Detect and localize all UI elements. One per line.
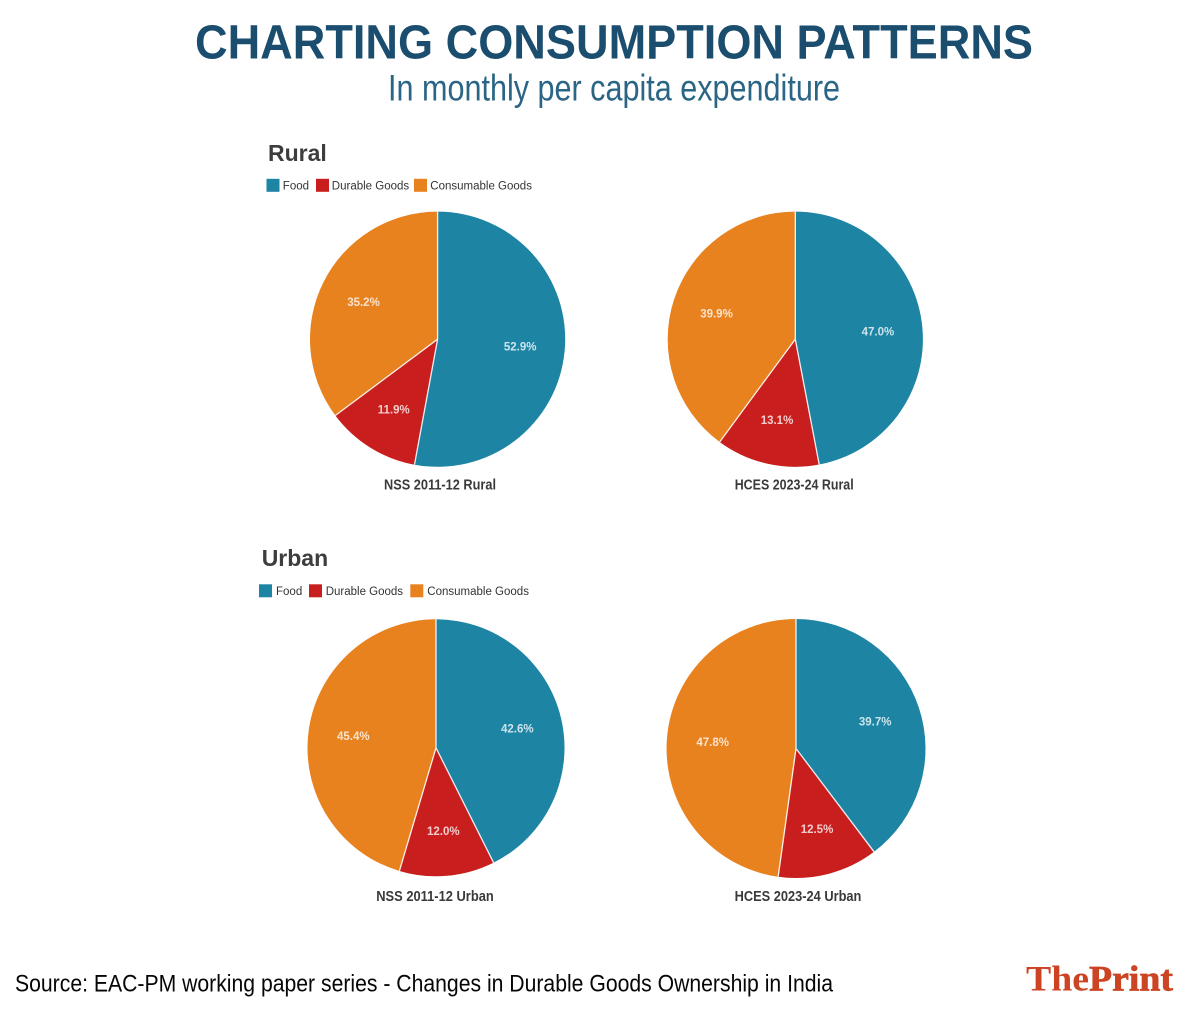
svg-text:HCES 2023-24 Rural: HCES 2023-24 Rural [735,478,854,494]
svg-text:47.0%: 47.0% [862,326,895,338]
svg-text:52.9%: 52.9% [504,342,537,354]
svg-text:39.9%: 39.9% [700,308,733,320]
svg-text:39.7%: 39.7% [859,716,892,728]
svg-text:35.2%: 35.2% [347,297,380,309]
svg-text:Durable Goods: Durable Goods [332,180,410,192]
svg-text:ThePrint: ThePrint [1026,958,1173,998]
svg-text:In monthly per capita expendit: In monthly per capita expenditure [388,68,840,109]
svg-text:42.6%: 42.6% [501,724,534,736]
svg-text:HCES 2023-24 Urban: HCES 2023-24 Urban [735,889,862,905]
svg-text:Rural: Rural [268,140,327,166]
svg-text:11.9%: 11.9% [378,405,410,417]
svg-text:NSS 2011-12 Urban: NSS 2011-12 Urban [376,889,494,905]
svg-text:13.1%: 13.1% [761,415,794,427]
svg-text:CHARTING CONSUMPTION PATTERNS: CHARTING CONSUMPTION PATTERNS [195,17,1033,70]
svg-text:Consumable Goods: Consumable Goods [430,180,532,192]
svg-text:Source: EAC-PM working paper s: Source: EAC-PM working paper series - Ch… [15,971,834,998]
svg-text:12.0%: 12.0% [427,826,460,838]
svg-text:Urban: Urban [262,545,328,571]
svg-text:Food: Food [283,180,309,192]
svg-text:Consumable Goods: Consumable Goods [427,586,529,598]
svg-text:Durable Goods: Durable Goods [326,586,404,598]
svg-text:NSS 2011-12 Rural: NSS 2011-12 Rural [384,478,496,494]
svg-text:Food: Food [276,586,302,598]
svg-text:47.8%: 47.8% [696,737,729,749]
svg-text:12.5%: 12.5% [801,824,834,836]
svg-text:45.4%: 45.4% [337,731,370,743]
